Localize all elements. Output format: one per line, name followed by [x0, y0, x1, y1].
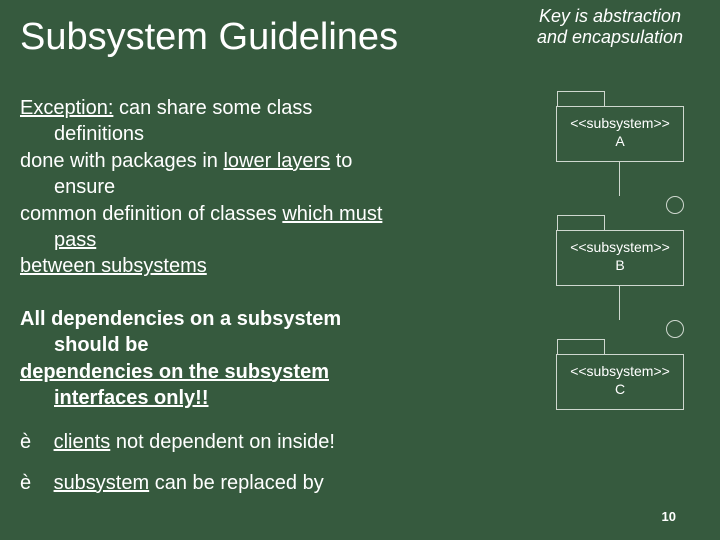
- subsystem-label: A: [615, 133, 624, 149]
- interface-lollipop-icon: [666, 196, 684, 214]
- subsystem-box-a: <<subsystem>> A: [556, 106, 684, 162]
- package-tab: [557, 215, 605, 231]
- text: done with packages in: [20, 150, 223, 172]
- package-tab: [557, 339, 605, 355]
- text: can be replaced by: [149, 472, 324, 494]
- paragraph-line: should be: [20, 334, 500, 356]
- paragraph-line: done with packages in lower layers to: [20, 150, 500, 172]
- paragraph-line: between subsystems: [20, 255, 500, 277]
- text-underline: clients: [54, 431, 111, 453]
- subsystem-box-c: <<subsystem>> C: [556, 354, 684, 410]
- paragraph-line: interfaces only!!: [20, 387, 500, 409]
- paragraph-line: è subsystem can be replaced by: [20, 472, 500, 494]
- arrow-icon: è: [20, 431, 48, 453]
- paragraph-line: ensure: [20, 176, 500, 198]
- subtitle-line: and encapsulation: [537, 27, 683, 47]
- text-underline: Exception:: [20, 97, 113, 119]
- text-underline: dependencies on the: [20, 361, 224, 383]
- subsystem-label: C: [615, 381, 625, 397]
- slide-subtitle: Key is abstraction and encapsulation: [520, 6, 700, 47]
- paragraph-line: definitions: [20, 123, 500, 145]
- text-underline: subsystem: [224, 361, 329, 383]
- connector-line: [619, 286, 620, 320]
- connector-line: [619, 162, 620, 196]
- arrow-icon: è: [20, 472, 48, 494]
- subsystem-box-b: <<subsystem>> B: [556, 230, 684, 286]
- paragraph-line: Exception: can share some class: [20, 97, 500, 119]
- page-number: 10: [662, 509, 676, 524]
- paragraph-line: common definition of classes which must: [20, 203, 500, 225]
- interface-lollipop-icon: [666, 320, 684, 338]
- stereotype-label: <<subsystem>>: [570, 239, 670, 255]
- paragraph-line: è clients not dependent on inside!: [20, 431, 500, 453]
- stereotype-label: <<subsystem>>: [570, 363, 670, 379]
- uml-diagram: <<subsystem>> A <<subsystem>> B <<subsys…: [552, 90, 692, 470]
- paragraph-line: pass: [20, 229, 500, 251]
- subsystem-label: B: [615, 257, 624, 273]
- text-underline: subsystem: [54, 472, 150, 494]
- body-text: Exception: can share some class definiti…: [20, 97, 500, 494]
- package-tab: [557, 91, 605, 107]
- text-underline: which must: [282, 203, 382, 225]
- text: not dependent on inside!: [110, 431, 335, 453]
- text: common definition of classes: [20, 203, 282, 225]
- stereotype-label: <<subsystem>>: [570, 115, 670, 131]
- text: to: [330, 150, 352, 172]
- paragraph-line: dependencies on the subsystem: [20, 361, 500, 383]
- paragraph-line: All dependencies on a subsystem: [20, 308, 500, 330]
- slide: Subsystem Guidelines Key is abstraction …: [0, 0, 720, 540]
- text: can share some class: [113, 97, 312, 119]
- paragraph: è clients not dependent on inside! è sub…: [20, 431, 500, 494]
- text-underline: lower layers: [223, 150, 330, 172]
- subtitle-line: Key is abstraction: [539, 6, 681, 26]
- paragraph: All dependencies on a subsystem should b…: [20, 308, 500, 410]
